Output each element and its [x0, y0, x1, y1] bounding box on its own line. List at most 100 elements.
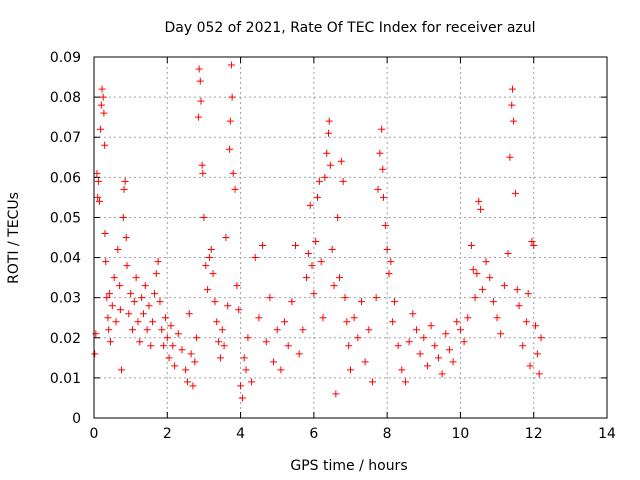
data-point	[409, 310, 417, 318]
x-tick-label: 0	[90, 426, 99, 442]
data-point	[213, 318, 221, 326]
data-point	[174, 330, 182, 338]
data-point	[222, 234, 230, 241]
y-tick-label: 0.05	[50, 210, 81, 226]
data-point	[105, 326, 113, 334]
data-point	[202, 262, 210, 270]
data-point	[303, 274, 311, 282]
data-point	[105, 290, 113, 298]
data-point	[325, 117, 333, 125]
data-point	[130, 298, 138, 306]
data-point	[259, 242, 267, 250]
data-point	[423, 362, 431, 370]
data-point	[442, 330, 450, 338]
data-point	[218, 326, 226, 334]
data-point	[132, 274, 140, 282]
data-point	[469, 266, 477, 274]
data-point	[334, 213, 342, 221]
x-tick-label: 14	[598, 426, 616, 442]
data-point	[389, 318, 397, 326]
data-point	[515, 302, 523, 310]
data-point	[332, 390, 340, 398]
data-point	[229, 169, 237, 177]
data-point	[204, 286, 212, 294]
data-point	[500, 282, 508, 290]
data-point	[122, 234, 130, 241]
data-point	[345, 342, 353, 350]
y-tick-label: 0.07	[50, 130, 81, 146]
y-tick-labels: 0 0.01 0.02 0.03 0.04 0.05 0.06 0.07 0.08 0.09	[50, 50, 81, 427]
data-point	[139, 310, 147, 318]
data-point	[401, 378, 409, 386]
data-point	[306, 201, 314, 209]
data-point	[255, 314, 263, 322]
data-point	[220, 342, 228, 350]
data-point	[535, 370, 543, 378]
data-point	[99, 93, 107, 101]
data-point	[308, 262, 316, 270]
data-point	[374, 185, 382, 193]
data-point	[209, 270, 217, 278]
data-point	[183, 378, 191, 386]
data-point	[473, 270, 481, 278]
y-axis-label: ROTI / TECUs	[6, 192, 22, 284]
x-tick-label: 6	[309, 426, 318, 442]
data-point	[486, 274, 494, 282]
data-point	[314, 193, 322, 201]
data-point	[197, 97, 205, 105]
data-point	[125, 310, 133, 318]
data-point	[312, 238, 320, 246]
data-point	[475, 197, 483, 205]
data-point	[262, 338, 270, 346]
data-point	[453, 318, 461, 326]
data-point	[189, 382, 197, 390]
data-point	[98, 85, 106, 93]
data-point	[147, 342, 155, 350]
data-point	[456, 326, 464, 334]
data-point	[357, 298, 365, 306]
data-point	[242, 366, 250, 374]
data-point	[191, 358, 199, 366]
data-point	[317, 258, 325, 266]
data-point	[365, 326, 373, 334]
y-tick-label: 0.09	[50, 50, 81, 66]
data-point	[158, 326, 166, 334]
y-tick-label: 0	[72, 411, 81, 427]
data-point	[321, 173, 329, 181]
data-point	[508, 101, 516, 109]
data-point	[390, 298, 398, 306]
data-point	[178, 346, 186, 354]
data-point	[149, 318, 157, 326]
y-tick-label: 0.01	[50, 371, 81, 387]
data-point	[489, 298, 497, 306]
data-point	[477, 205, 485, 213]
chart-title: Day 052 of 2021, Rate Of TEC Index for r…	[164, 20, 535, 36]
y-tick-label: 0.06	[50, 170, 81, 186]
data-point	[116, 306, 124, 314]
data-point	[281, 318, 289, 326]
data-point	[161, 314, 169, 322]
data-point	[94, 193, 102, 201]
data-point	[240, 354, 248, 362]
data-point	[235, 306, 243, 314]
data-point	[101, 229, 109, 237]
data-point	[343, 318, 351, 326]
data-point	[398, 366, 406, 374]
data-point	[121, 177, 129, 185]
x-tick-label: 4	[236, 426, 245, 442]
data-point	[237, 382, 245, 390]
data-point	[405, 338, 413, 346]
x-tick-label: 8	[383, 426, 392, 442]
data-point	[427, 322, 435, 330]
plot-frame	[93, 56, 608, 419]
data-point	[508, 85, 516, 93]
data-point	[207, 246, 215, 254]
data-point	[108, 302, 116, 310]
data-point	[328, 246, 336, 254]
x-tick-label: 10	[452, 426, 470, 442]
data-point	[152, 270, 160, 278]
data-point	[199, 169, 207, 177]
data-point	[530, 242, 538, 250]
data-points	[91, 61, 545, 402]
data-point	[143, 326, 151, 334]
